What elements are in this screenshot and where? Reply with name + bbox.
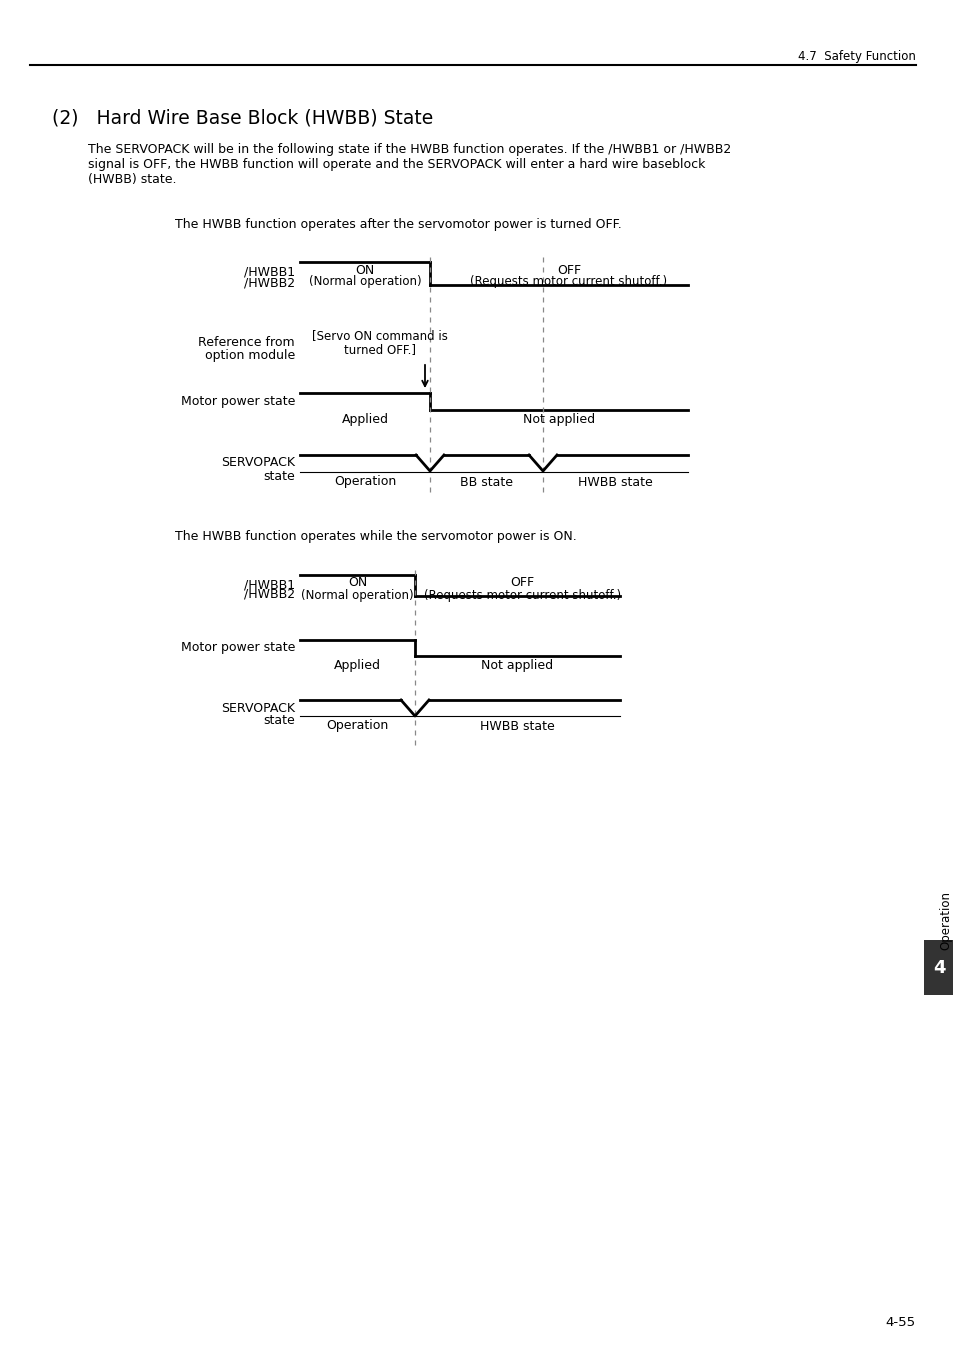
- Text: /HWBB2: /HWBB2: [244, 277, 294, 289]
- Text: (Normal operation): (Normal operation): [301, 589, 414, 602]
- Text: Operation: Operation: [326, 720, 388, 733]
- Text: Operation: Operation: [939, 891, 951, 949]
- Text: Reference from: Reference from: [198, 336, 294, 348]
- Text: (HWBB) state.: (HWBB) state.: [88, 173, 176, 186]
- Text: Motor power state: Motor power state: [180, 641, 294, 655]
- Text: signal is OFF, the HWBB function will operate and the SERVOPACK will enter a har: signal is OFF, the HWBB function will op…: [88, 158, 704, 171]
- Text: /HWBB1: /HWBB1: [244, 266, 294, 278]
- Text: (Normal operation): (Normal operation): [309, 275, 421, 289]
- Bar: [923, 940, 953, 995]
- Text: /HWBB2: /HWBB2: [244, 587, 294, 601]
- Text: option module: option module: [205, 350, 294, 363]
- Text: HWBB state: HWBB state: [479, 720, 555, 733]
- Text: OFF: OFF: [557, 263, 580, 277]
- Text: /HWBB1: /HWBB1: [244, 579, 294, 591]
- Text: (2)   Hard Wire Base Block (HWBB) State: (2) Hard Wire Base Block (HWBB) State: [52, 108, 433, 127]
- Text: Not applied: Not applied: [481, 660, 553, 672]
- Text: [Servo ON command is: [Servo ON command is: [312, 329, 448, 343]
- Text: Motor power state: Motor power state: [180, 394, 294, 408]
- Text: state: state: [263, 470, 294, 482]
- Text: ON: ON: [348, 576, 367, 590]
- Text: Applied: Applied: [341, 413, 388, 427]
- Text: (Requests motor current shutoff.): (Requests motor current shutoff.): [423, 589, 620, 602]
- Text: The SERVOPACK will be in the following state if the HWBB function operates. If t: The SERVOPACK will be in the following s…: [88, 143, 731, 157]
- Text: 4-55: 4-55: [885, 1315, 915, 1328]
- Text: OFF: OFF: [510, 576, 534, 590]
- Text: The HWBB function operates after the servomotor power is turned OFF.: The HWBB function operates after the ser…: [174, 217, 621, 231]
- Text: 4: 4: [932, 958, 944, 977]
- Text: The HWBB function operates while the servomotor power is ON.: The HWBB function operates while the ser…: [174, 531, 577, 543]
- Text: Not applied: Not applied: [522, 413, 595, 427]
- Text: SERVOPACK: SERVOPACK: [221, 702, 294, 714]
- Text: turned OFF.]: turned OFF.]: [344, 343, 416, 356]
- Text: HWBB state: HWBB state: [578, 475, 652, 489]
- Text: (Requests motor current shutoff.): (Requests motor current shutoff.): [470, 275, 667, 289]
- Text: Operation: Operation: [334, 475, 395, 489]
- Text: 4.7  Safety Function: 4.7 Safety Function: [798, 50, 915, 63]
- Text: ON: ON: [355, 263, 375, 277]
- Text: Applied: Applied: [334, 660, 380, 672]
- Text: state: state: [263, 714, 294, 728]
- Text: BB state: BB state: [459, 475, 513, 489]
- Text: SERVOPACK: SERVOPACK: [221, 456, 294, 470]
